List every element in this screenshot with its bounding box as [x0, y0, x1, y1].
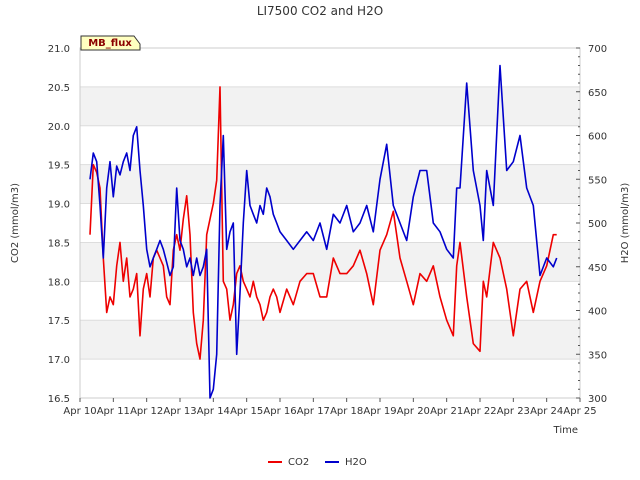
y-right-tick-label: 300: [588, 394, 607, 405]
y-left-tick-label: 16.5: [48, 394, 70, 405]
series-line-h2o: [89, 64, 558, 399]
chart-title: LI7500 CO2 and H2O: [257, 4, 383, 18]
y-right-axis-label: H2O (mmol/m3): [620, 183, 631, 264]
y-left-tick-label: 20.5: [48, 83, 70, 94]
x-tick-label: Apr 14: [197, 406, 230, 417]
y-right-tick-label: 400: [588, 307, 607, 318]
x-tick-label: Apr 22: [463, 406, 496, 417]
site-label-box: MB_flux: [80, 35, 141, 51]
x-axis: Apr 10 Apr 11 Apr 12 Apr 13 Apr 14 Apr 15 Apr …: [63, 398, 597, 417]
y-right-tick-label: 350: [588, 350, 607, 361]
y-left-tick-label: 18.5: [48, 238, 70, 249]
band: [80, 164, 580, 204]
y-left-tick-label: 21.0: [48, 44, 70, 55]
band: [80, 86, 580, 126]
x-tick-label: Apr 12: [130, 406, 163, 417]
legend: CO2 H2O: [268, 457, 367, 468]
plot-background-bands: [80, 86, 580, 360]
x-tick-label: Apr 18: [330, 406, 363, 417]
x-tick-label: Apr 20: [397, 406, 430, 417]
legend-label-h2o: H2O: [345, 457, 367, 468]
y-left-tick-label: 19.0: [48, 200, 70, 211]
y-right-tick-label: 700: [588, 44, 607, 55]
x-tick-label: Apr 23: [497, 406, 530, 417]
x-tick-label: Apr 25: [563, 406, 596, 417]
y-right-axis: 300 350 400 450 500 550 600 650 700: [576, 44, 607, 405]
x-tick-label: Apr 24: [530, 406, 563, 417]
y-right-tick-label: 450: [588, 263, 607, 274]
x-tick-label: Apr 13: [163, 406, 196, 417]
legend-label-co2: CO2: [288, 457, 309, 468]
x-axis-label: Time: [553, 425, 578, 436]
y-left-tick-label: 17.0: [48, 355, 70, 366]
y-right-tick-label: 550: [588, 175, 607, 186]
x-tick-label: Apr 11: [97, 406, 130, 417]
x-tick-label: Apr 16: [263, 406, 296, 417]
y-left-axis: 16.5 17.0 17.5 18.0 18.5 19.0 19.5 20.0 20.5 21.0: [48, 44, 70, 405]
site-label: MB_flux: [88, 38, 132, 49]
x-tick-label: Apr 10: [63, 406, 96, 417]
x-tick-label: Apr 15: [230, 406, 263, 417]
series-line-co2: [89, 86, 557, 360]
series-layer: [89, 64, 558, 399]
y-left-axis-label: CO2 (mmol/m3): [10, 183, 21, 263]
band: [80, 320, 580, 360]
y-right-tick-label: 650: [588, 88, 607, 99]
y-left-tick-label: 20.0: [48, 122, 70, 133]
y-left-tick-label: 19.5: [48, 161, 70, 172]
x-tick-label: Apr 19: [363, 406, 396, 417]
x-tick-label: Apr 17: [297, 406, 330, 417]
y-right-tick-label: 600: [588, 132, 607, 143]
y-right-tick-label: 500: [588, 219, 607, 230]
y-left-tick-label: 18.0: [48, 277, 70, 288]
x-tick-label: Apr 21: [430, 406, 463, 417]
y-left-tick-label: 17.5: [48, 316, 70, 327]
